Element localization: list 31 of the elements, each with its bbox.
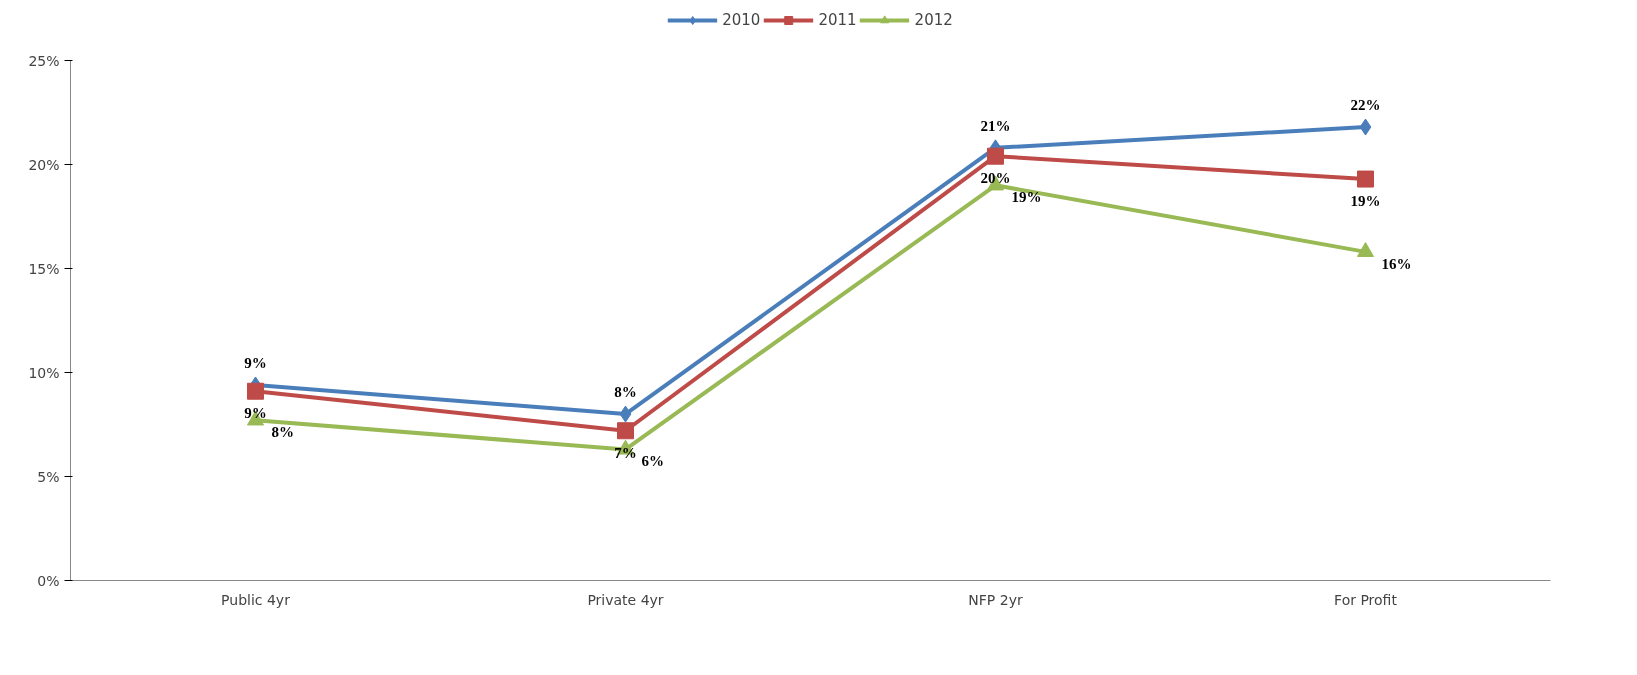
data-label: 16% [1381, 255, 1412, 272]
data-label: 8% [614, 384, 637, 401]
y-tick-label: 20% [28, 156, 60, 173]
data-label: 19% [1350, 193, 1381, 210]
x-tick-label: For Profit [1334, 591, 1398, 608]
data-label: 22% [1350, 97, 1381, 114]
point [619, 405, 632, 423]
x-tick-label: Public 4yr [221, 591, 291, 608]
y-tick-label: 0% [37, 572, 60, 589]
x-tick-label: Private 4yr [587, 591, 664, 608]
data-label: 9% [244, 354, 267, 371]
data-label: 19% [1011, 189, 1042, 206]
data-label: 8% [271, 424, 294, 441]
data-label: 9% [244, 405, 267, 422]
point [1357, 170, 1374, 188]
y-tick-label: 15% [28, 260, 60, 277]
data-label: 20% [980, 170, 1011, 187]
x-tick-label: NFP 2yr [968, 591, 1023, 608]
y-tick-label: 5% [37, 468, 60, 485]
y-tick-label: 10% [28, 364, 60, 381]
legend-label: 2011 [818, 11, 857, 29]
data-label: 7% [614, 444, 637, 461]
point [1359, 118, 1372, 136]
data-label: 6% [641, 453, 664, 470]
legend-label: 2012 [914, 11, 953, 29]
point [247, 382, 264, 400]
y-tick-label: 25% [28, 52, 60, 69]
legend-label: 2010 [722, 11, 761, 29]
point [987, 147, 1004, 165]
data-label: 21% [980, 117, 1011, 134]
point [617, 422, 634, 440]
